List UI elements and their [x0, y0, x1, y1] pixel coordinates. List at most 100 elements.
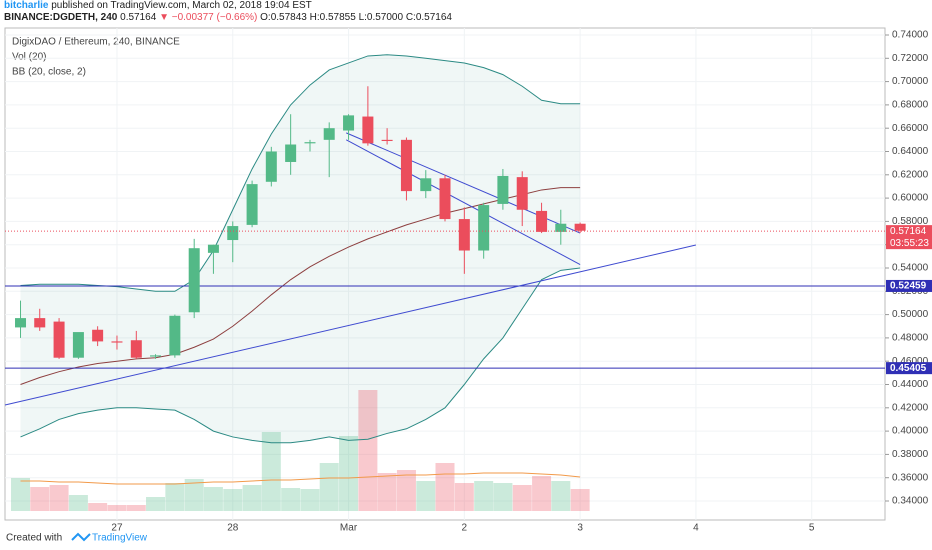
volume-bar [49, 485, 69, 511]
volume-ma [20, 472, 581, 485]
candle-body [130, 340, 142, 358]
volume-bar [126, 505, 146, 511]
y-tick-label: 0.70000 [892, 76, 929, 87]
trendline [4, 244, 697, 406]
volume-bar [146, 497, 166, 511]
x-tick-label: 28 [227, 523, 239, 534]
volume-bar [474, 481, 494, 511]
y-tick-label: 0.48000 [892, 333, 929, 344]
candle-body [15, 318, 27, 328]
candle-body [516, 177, 528, 210]
volume-bar [339, 436, 359, 511]
candle-body [111, 341, 123, 343]
y-tick-label: 0.58000 [892, 216, 929, 227]
y-tick-label: 0.54000 [892, 263, 929, 274]
publisher[interactable]: bitcharlie [4, 0, 49, 11]
candle-body [92, 329, 104, 342]
change: ▼ −0.00377 (−0.66%) [159, 12, 258, 23]
candle-body [420, 178, 432, 192]
volume-bar [242, 485, 262, 511]
countdown: 03:55:23 [890, 238, 929, 249]
volume-bar [396, 470, 416, 511]
candle-body [227, 226, 239, 241]
volume-bar [11, 478, 31, 511]
indicator-label: BB (20, close, 2) [12, 67, 86, 78]
volume-bar [319, 463, 339, 511]
header-line: BINANCE:DGDETH, 240 0.57164 ▼ −0.00377 (… [4, 12, 452, 24]
candle-body [400, 139, 412, 192]
volume-bar [107, 505, 127, 511]
volume-bar [223, 489, 243, 511]
volume-bar [454, 483, 474, 511]
volume-bar [203, 487, 223, 511]
x-tick-label: 2 [462, 523, 468, 534]
level-label: 0.45405 [890, 363, 927, 374]
bb-basis [20, 187, 581, 385]
last-price-tag [886, 225, 932, 250]
candle-body [458, 219, 470, 251]
volume-bar [358, 390, 378, 511]
candle-body [555, 223, 567, 232]
y-tick-label: 0.64000 [892, 146, 929, 157]
y-tick-label: 0.62000 [892, 169, 929, 180]
candle-body [207, 244, 219, 253]
y-tick-label: 0.66000 [892, 123, 929, 134]
candle-body [265, 151, 277, 182]
y-tick-label: 0.40000 [892, 426, 929, 437]
volume-bar [416, 481, 436, 511]
volume-bar [281, 488, 301, 511]
candle-body [304, 142, 316, 144]
volume-bar [165, 483, 185, 511]
volume-bar [551, 481, 571, 511]
candle-body [34, 318, 46, 328]
volume-bar [261, 432, 281, 511]
footer-text: Created with [6, 533, 62, 544]
y-tick-label: 0.38000 [892, 449, 929, 460]
trendline [345, 139, 581, 265]
x-tick-label: 4 [693, 523, 699, 534]
header: bitcharlie published on TradingView.com,… [4, 0, 452, 24]
footer-brand[interactable]: TradingView [92, 533, 148, 544]
candle-body [536, 210, 548, 232]
volume-bar [88, 503, 108, 511]
candle-body [497, 175, 509, 204]
volume-bar [493, 483, 513, 511]
bb-lower [20, 267, 581, 444]
volume-bar [532, 476, 552, 511]
y-tick-label: 0.46000 [892, 356, 929, 367]
x-tick-label: Mar [340, 523, 358, 534]
y-tick-label: 0.72000 [892, 53, 929, 64]
logo [71, 532, 91, 542]
volume-bar [30, 487, 50, 511]
y-tick-label: 0.42000 [892, 402, 929, 413]
x-tick-label: 27 [111, 523, 123, 534]
y-tick-label: 0.60000 [892, 193, 929, 204]
volume-bar [68, 495, 88, 511]
candle-body [246, 184, 258, 225]
candle-body [285, 144, 297, 162]
candle-body [362, 116, 374, 144]
volume-bar [300, 489, 320, 511]
candle-body [150, 355, 162, 357]
price: 0.57164 [120, 12, 157, 23]
volume-bar [512, 485, 532, 511]
candle-body [169, 315, 181, 356]
candle-body [574, 223, 586, 231]
ohlc: O:0.57843 H:0.57855 L:0.57000 C:0.57164 [260, 12, 452, 23]
volume-bar [435, 463, 455, 511]
published: published on TradingView.com, March 02, … [51, 0, 312, 11]
chart-title: DigixDAO / Ethereum, 240, BINANCE [12, 37, 180, 48]
y-tick-label: 0.34000 [892, 496, 929, 507]
level-label: 0.52459 [890, 281, 927, 292]
y-tick-label: 0.74000 [892, 30, 929, 41]
header-line: bitcharlie published on TradingView.com,… [4, 0, 452, 12]
candle-body [53, 321, 65, 358]
candle-body [343, 115, 355, 131]
y-tick-label: 0.44000 [892, 379, 929, 390]
pane-border [4, 27, 886, 521]
level-tag [886, 362, 932, 375]
candle-body [439, 178, 451, 220]
last-price-label: 0.57164 [890, 226, 927, 237]
